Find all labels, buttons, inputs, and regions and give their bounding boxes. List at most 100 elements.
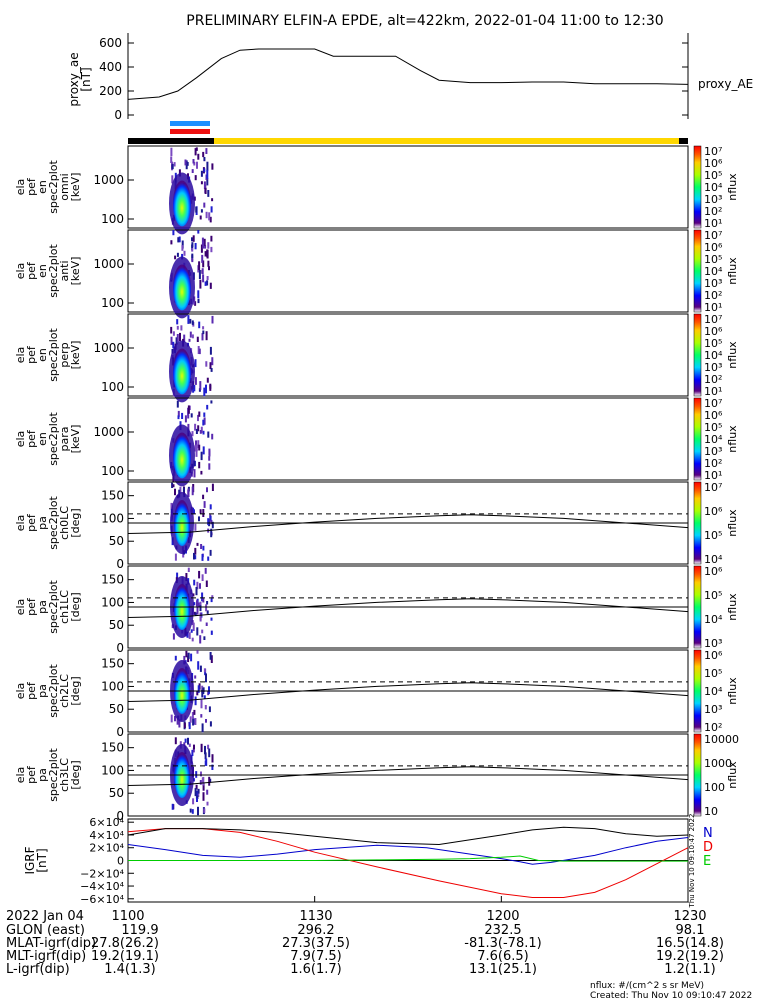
- spectrogram-pixel: [202, 274, 205, 283]
- colorbar-tick-label: 10³: [704, 703, 722, 716]
- y-axis-label-line: [nT]: [35, 848, 49, 872]
- colorbar-label: nflux: [726, 173, 739, 201]
- spectrogram-pixel: [184, 415, 187, 423]
- spectrogram-pixel: [194, 359, 197, 368]
- spectrogram-pixel: [197, 788, 200, 794]
- y-axis-label-line: pa: [36, 768, 49, 782]
- spectrogram-pixel: [201, 629, 204, 634]
- y-axis-label-line: ch1LC: [58, 590, 71, 624]
- colorbar-tick-label: 10⁶: [704, 409, 723, 422]
- spectrogram-pixel: [191, 712, 194, 719]
- spectrogram-pixel: [192, 593, 195, 597]
- spectrogram-pixel: [211, 483, 214, 491]
- spectrogram-pixel: [197, 290, 200, 299]
- spectrogram-pixel: [189, 318, 192, 324]
- spectrogram-pixel: [199, 605, 202, 612]
- spectrogram-pixel: [193, 469, 196, 478]
- spectrogram-pixel: [195, 784, 198, 790]
- spectrogram-pixel: [199, 509, 202, 514]
- spectrogram-pixel: [193, 744, 195, 750]
- colorbar-tick-label: 10¹: [704, 385, 722, 398]
- y-tick-label: 600: [99, 36, 122, 50]
- legend-label: E: [703, 854, 711, 869]
- spectrogram-pixel: [191, 749, 194, 756]
- y-axis-label-line: ch2LC: [58, 674, 71, 708]
- spectrogram-pixel: [188, 743, 191, 747]
- spectrogram-pixel: [207, 260, 210, 267]
- spectrogram-pixel: [196, 161, 198, 169]
- spectrogram-pixel: [193, 385, 196, 392]
- y-axis-label-line: pa: [36, 684, 49, 698]
- spectrogram-pixel: [198, 461, 201, 469]
- spectrogram-pixel: [208, 748, 211, 758]
- colorbar-tick-label: 10²: [704, 721, 722, 734]
- spectrogram-pixel: [211, 357, 214, 366]
- colorbar-label: nflux: [726, 593, 739, 621]
- spectrogram-pixel: [205, 719, 207, 723]
- y-axis-label-line: pef: [25, 429, 38, 448]
- spectrogram-pixel: [200, 181, 203, 185]
- colorbar-tick-label: 10⁴: [704, 685, 723, 698]
- y-axis-label-line: spec2plot: [47, 328, 60, 382]
- spectrogram-pixel: [172, 484, 175, 488]
- spectrogram-pixel: [186, 162, 189, 166]
- spectrogram-pixel: [176, 252, 179, 257]
- spectrogram-pixel: [200, 451, 203, 461]
- y-axis-label-line: pa: [36, 516, 49, 530]
- y-axis-label-line: perp: [58, 342, 71, 367]
- spectrogram-pixel: [173, 162, 176, 167]
- colorbar-tick-label: 10⁴: [704, 349, 723, 362]
- spectrogram-pixel: [172, 341, 175, 349]
- spectrogram-pixel: [195, 444, 198, 452]
- spectrogram-pixel: [211, 315, 214, 324]
- spectrogram-pixel: [187, 405, 190, 414]
- series-line-total: [127, 826, 689, 846]
- spectrogram-pixel: [197, 661, 200, 670]
- spectrogram-pixel: [202, 598, 205, 603]
- colorbar: [693, 481, 702, 565]
- spectrogram-pixel: [201, 685, 204, 693]
- spectrogram-pixel: [202, 260, 205, 268]
- spectrogram-pixel: [203, 417, 206, 425]
- spectrogram-pixel: [180, 325, 183, 331]
- spectrogram-pixel: [204, 705, 207, 710]
- spectrogram-pixel: [210, 519, 213, 525]
- spectrogram-pixel: [201, 574, 204, 581]
- spectrogram-pixel: [210, 235, 213, 242]
- spectrogram-pixel: [174, 716, 176, 722]
- spectrogram-pixel: [191, 809, 194, 814]
- spectrogram-pixel: [201, 254, 204, 263]
- y-axis-label-line: [keV]: [69, 425, 82, 454]
- spectrogram-pixel: [194, 175, 197, 181]
- spectrogram-pixel: [192, 798, 195, 805]
- spectrogram-pixel: [174, 737, 177, 745]
- spectrogram-pixel: [200, 209, 203, 213]
- spectrogram-pixel: [193, 709, 196, 715]
- spectrogram-pixel: [199, 780, 202, 785]
- spectrogram-pixel: [206, 801, 209, 806]
- spectrogram-pixel: [196, 581, 199, 590]
- spectrogram-pixel: [201, 592, 204, 602]
- spectrogram-pixel: [176, 715, 179, 725]
- spectrogram-pixel: [192, 622, 195, 631]
- y-tick-label: 400: [99, 60, 122, 74]
- spectrogram-pixel: [171, 175, 174, 184]
- y-axis-label-line: anti: [58, 260, 71, 281]
- spectrogram-pixel: [205, 673, 207, 683]
- spectrogram-pixel: [209, 216, 212, 223]
- spectrogram-pixel: [196, 600, 198, 607]
- y-tick-label: 1000: [93, 341, 124, 355]
- spectrogram-pixel: [201, 237, 204, 245]
- spectrogram-pixel: [189, 716, 192, 723]
- spectrogram-pixel: [197, 440, 200, 448]
- colorbar-tick-label: 10⁵: [704, 421, 722, 434]
- spectrogram-pixel: [203, 157, 206, 162]
- spectrogram-pixel: [208, 266, 210, 271]
- y-tick-label: 0: [116, 641, 124, 655]
- spectrogram-pixel: [176, 334, 179, 343]
- colorbar-tick-label: 100: [704, 781, 725, 794]
- spectrogram-pixel: [202, 776, 205, 786]
- spectrogram-pixel: [211, 198, 214, 202]
